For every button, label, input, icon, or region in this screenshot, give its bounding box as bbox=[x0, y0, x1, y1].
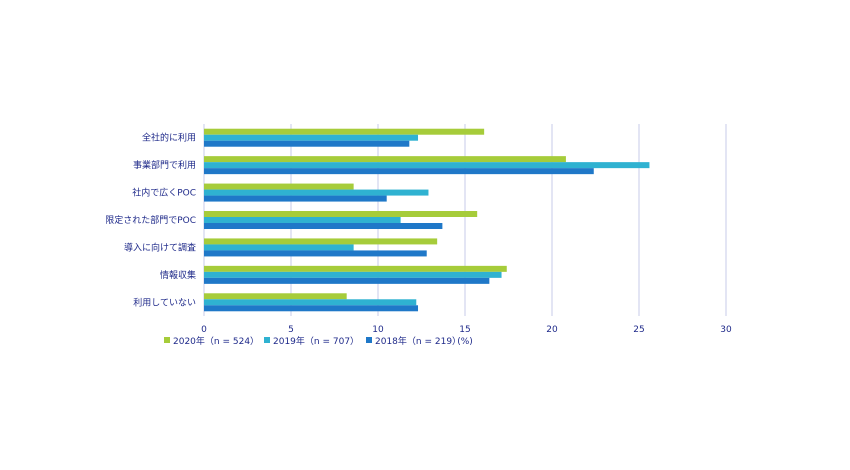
bar-1-0 bbox=[204, 134, 419, 141]
legend-label-1: 2019年（n = 707） bbox=[273, 335, 359, 347]
bar-0-3 bbox=[204, 211, 478, 217]
bar-1-2 bbox=[204, 189, 429, 196]
bar-2-6 bbox=[204, 305, 419, 312]
bar-0-5 bbox=[204, 265, 507, 272]
x-tick-label: 30 bbox=[720, 325, 732, 335]
bar-2-4 bbox=[204, 250, 427, 257]
legend-label-0: 2020年（n = 524） bbox=[173, 335, 259, 347]
legend-label-2: 2018年（n = 219） bbox=[375, 335, 461, 347]
category-label: 社内で広くPOC bbox=[132, 187, 196, 199]
bar-2-2 bbox=[204, 195, 387, 202]
category-label: 利用していない bbox=[133, 296, 196, 308]
bars bbox=[204, 128, 650, 312]
legend: 2020年（n = 524） 2019年（n = 707） 2018年（n = 21… bbox=[164, 335, 461, 347]
x-tick-label: 25 bbox=[633, 325, 644, 335]
bar-1-5 bbox=[204, 271, 502, 278]
x-tick-label: 5 bbox=[288, 325, 294, 335]
x-tick-label: 15 bbox=[459, 325, 470, 335]
bar-1-1 bbox=[204, 162, 650, 169]
bar-0-1 bbox=[204, 156, 566, 163]
bar-2-5 bbox=[204, 277, 490, 284]
category-label: 導入に向けて調査 bbox=[124, 241, 196, 253]
x-unit-label: (%) bbox=[457, 337, 473, 347]
x-tick-label: 0 bbox=[201, 325, 207, 335]
bar-0-2 bbox=[204, 183, 354, 190]
category-label: 限定された部門でPOC bbox=[105, 214, 196, 226]
legend-swatch-1 bbox=[264, 337, 270, 343]
category-label: 情報収集 bbox=[160, 269, 196, 281]
legend-swatch-2 bbox=[366, 337, 372, 343]
bar-0-6 bbox=[204, 293, 347, 300]
x-tick-label: 10 bbox=[372, 325, 384, 335]
bar-2-3 bbox=[204, 223, 443, 229]
bar-0-4 bbox=[204, 238, 438, 245]
bar-2-0 bbox=[204, 140, 410, 147]
bar-1-6 bbox=[204, 299, 417, 306]
bar-1-4 bbox=[204, 244, 354, 251]
bar-0-0 bbox=[204, 128, 485, 135]
bar-1-3 bbox=[204, 217, 401, 223]
category-label: 全社的に利用 bbox=[142, 132, 196, 144]
bar-2-1 bbox=[204, 168, 594, 175]
legend-swatch-0 bbox=[164, 337, 170, 343]
x-tick-labels: 0 5 10 15 20 25 30 bbox=[201, 325, 732, 335]
category-label: 事業部門で利用 bbox=[133, 159, 196, 171]
x-tick-label: 20 bbox=[546, 325, 558, 335]
